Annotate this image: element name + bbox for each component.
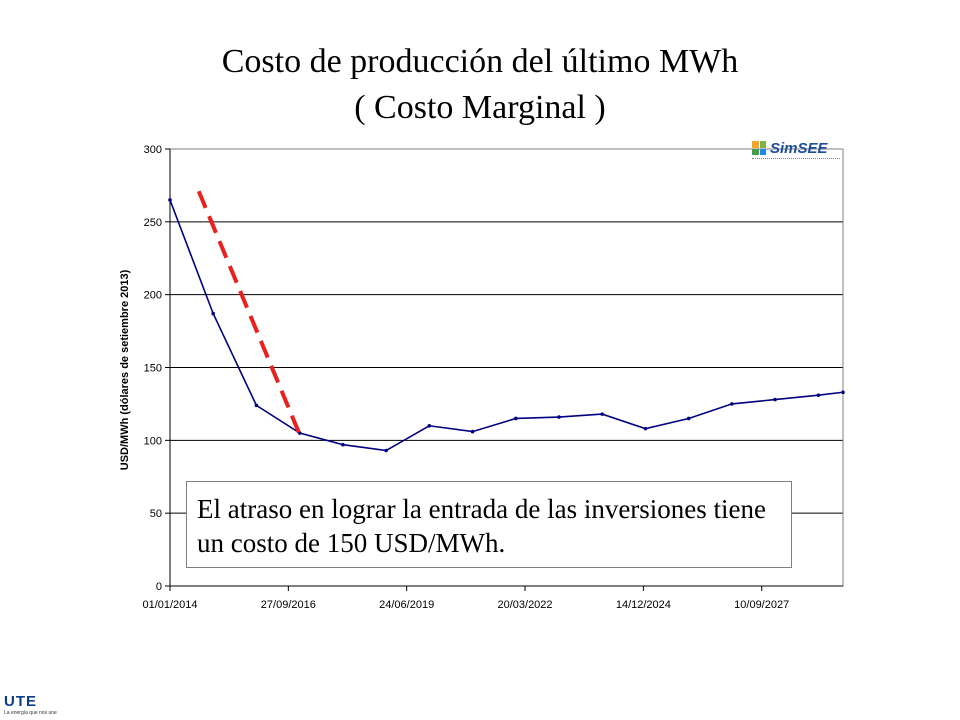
x-tick-label: 27/09/2016 <box>261 599 316 611</box>
data-point <box>211 311 215 316</box>
data-point <box>168 198 172 202</box>
data-point <box>643 426 648 431</box>
data-point <box>557 415 561 419</box>
data-point <box>254 403 259 408</box>
y-tick-label: 50 <box>150 508 162 520</box>
y-tick-label: 300 <box>144 144 162 156</box>
simsee-logo-text: SimSEE <box>770 139 828 157</box>
data-point <box>816 393 821 397</box>
x-tick-label: 10/09/2027 <box>734 599 789 611</box>
simsee-squares-icon <box>752 141 766 155</box>
series-line <box>169 199 844 452</box>
data-point <box>513 416 518 421</box>
series-layer <box>168 198 845 453</box>
y-tick-label: 250 <box>144 217 162 229</box>
y-tick-label: 100 <box>144 435 162 447</box>
slide-title: Costo de producción del último MWh <box>221 43 739 80</box>
ute-logo-mark: UTE <box>4 693 37 710</box>
data-point <box>686 416 691 421</box>
ute-logo-slogan: La energía que nos une <box>4 710 57 716</box>
data-point <box>470 429 475 434</box>
y-tick-label: 150 <box>144 363 162 375</box>
annotation-note: El atraso en lograr la entrada de las in… <box>186 481 792 568</box>
y-axis-label: USD/MWh (dólares de setiembre 2013) <box>119 269 131 470</box>
gridlines <box>170 148 843 514</box>
y-tick-label: 0 <box>156 581 162 593</box>
data-point <box>427 423 432 428</box>
slide-subtitle: ( Costo Marginal ) <box>354 89 606 126</box>
data-point <box>841 390 845 395</box>
data-point <box>341 442 345 447</box>
data-point <box>730 402 734 406</box>
simsee-logo: SimSEE <box>752 138 840 159</box>
dashed-trend-line <box>196 190 302 436</box>
x-tick-label: 24/06/2019 <box>379 599 434 611</box>
data-point <box>600 412 604 416</box>
data-point <box>773 397 777 402</box>
annotation-layer <box>196 190 302 436</box>
x-tick-label: 01/01/2014 <box>142 599 197 611</box>
x-tick-label: 20/03/2022 <box>497 599 552 611</box>
x-tick-label: 14/12/2024 <box>616 599 671 611</box>
ute-logo: UTE La energía que nos une <box>4 694 66 718</box>
data-point <box>384 448 388 453</box>
y-tick-label: 200 <box>144 290 162 302</box>
axes: 0 50 100 150 200 250 300 01/01/2014 27/09/2016 24… <box>142 144 843 611</box>
